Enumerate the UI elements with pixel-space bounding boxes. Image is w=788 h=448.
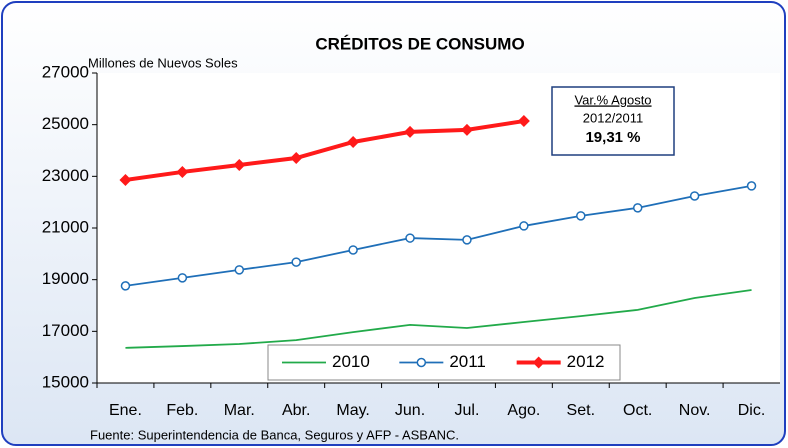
- legend-label: 2012: [567, 352, 605, 371]
- point: [177, 273, 188, 283]
- y-tick-label: 19000: [42, 269, 89, 288]
- series-line: [125, 185, 752, 287]
- point: [519, 221, 529, 231]
- x-tick-label: Jul.: [455, 402, 480, 419]
- point: [462, 235, 472, 245]
- legend: [267, 344, 621, 381]
- point: [119, 173, 132, 186]
- x-tick-label: Oct.: [623, 402, 652, 419]
- x-tick-label: Mar.: [224, 402, 255, 419]
- point: [348, 245, 358, 255]
- legend-label: 2011: [449, 352, 486, 371]
- point: [233, 158, 246, 171]
- point: [689, 191, 700, 201]
- y-axis-label: Millones de Nuevos Soles: [88, 55, 238, 70]
- point: [234, 265, 245, 275]
- x-tick-label: Ago.: [507, 402, 540, 419]
- point: [347, 135, 360, 148]
- point: [517, 115, 530, 128]
- y-tick-label: 21000: [42, 217, 89, 236]
- x-tick-label: Set.: [567, 402, 595, 419]
- point: [632, 203, 643, 213]
- point: [460, 123, 473, 136]
- y-tick-label: 25000: [42, 114, 89, 133]
- y-tick-label: 27000: [42, 62, 89, 81]
- x-tick-label: Abr.: [282, 402, 310, 419]
- legend-label: 2010: [332, 352, 370, 371]
- y-tick-label: 17000: [42, 321, 89, 340]
- annotation-line: Var.% Agosto: [574, 92, 651, 107]
- series-line: [125, 289, 752, 349]
- x-tick-label: May.: [336, 402, 369, 419]
- point: [404, 125, 417, 138]
- point: [176, 165, 189, 178]
- source: Fuente: Superintendencia de Banca, Segur…: [90, 427, 459, 442]
- x-tick-label: Nov.: [679, 402, 711, 419]
- x-tick-label: Feb.: [166, 402, 198, 419]
- point: [291, 257, 301, 267]
- series-line: [125, 119, 525, 182]
- plot-area: [97, 73, 780, 383]
- x-tick-label: Jun.: [395, 402, 425, 419]
- legend-marker: [532, 356, 545, 369]
- legend-marker: [416, 357, 427, 368]
- chart-title: CRÉDITOS DE CONSUMO: [315, 34, 524, 53]
- point: [290, 151, 303, 164]
- annotation-line: 2012/2011: [583, 110, 644, 125]
- y-tick-label: 23000: [42, 166, 89, 185]
- point: [120, 281, 131, 291]
- annotation-line: 19,31 %: [585, 129, 640, 146]
- y-tick-label: 15000: [42, 372, 89, 391]
- x-tick-label: Dic.: [738, 402, 766, 419]
- annotation-box: [551, 86, 675, 156]
- x-tick-label: Ene.: [109, 402, 142, 419]
- point: [576, 211, 586, 221]
- point: [746, 181, 757, 191]
- point: [405, 233, 415, 243]
